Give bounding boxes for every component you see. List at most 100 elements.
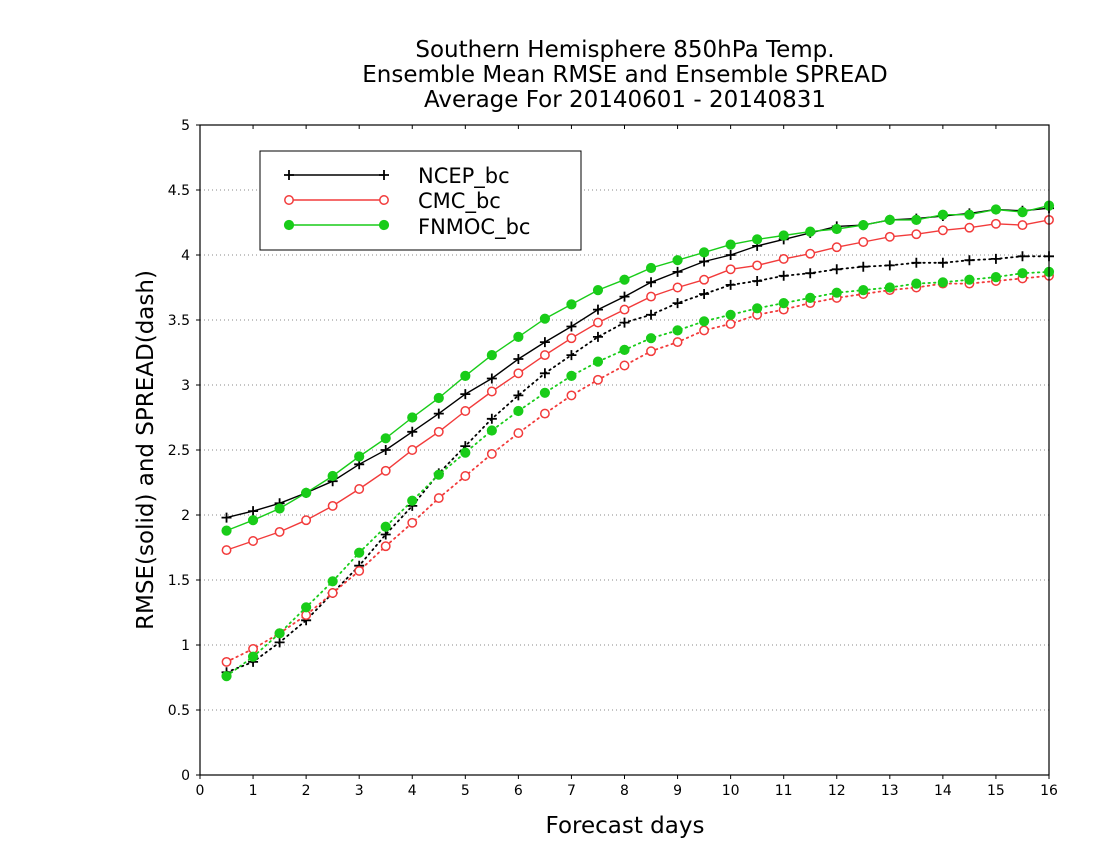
fnmoc-bc-spread-point [752, 303, 763, 314]
fnmoc-bc-rmse-point [327, 470, 338, 482]
fnmoc-bc-rmse-point [460, 370, 471, 381]
ncep-bc-spread-point [646, 309, 657, 320]
ncep-bc-spread-point [990, 253, 1001, 264]
fnmoc-bc-rmse-point [354, 451, 365, 462]
fnmoc-bc-rmse-point [247, 515, 259, 526]
fnmoc-bc-spread-line [225, 270, 1050, 678]
y-tick-label: 3 [181, 378, 190, 394]
ncep-bc-spread-point [805, 268, 816, 279]
cmc-bc-rmse-point [460, 406, 471, 416]
y-tick-label: 1 [181, 638, 190, 654]
fnmoc-bc-rmse-point [221, 525, 232, 536]
ncep-bc-spread-series [221, 251, 1054, 678]
ncep-bc-spread-point [274, 637, 285, 648]
fnmoc-bc-rmse-point [486, 350, 497, 361]
y-tick-label: 5 [181, 118, 190, 134]
ncep-bc-rmse-point [539, 337, 550, 348]
cmc-bc-rmse-point [699, 274, 710, 285]
ncep-bc-spread-point [539, 368, 550, 379]
fnmoc-bc-rmse-point [566, 299, 577, 310]
cmc-bc-spread-point [460, 471, 471, 481]
cmc-bc-rmse-point [672, 282, 683, 293]
cmc-bc-spread-point [327, 588, 338, 598]
cmc-bc-spread-point [725, 318, 736, 329]
fnmoc-bc-rmse-point [964, 209, 975, 220]
cmc-bc-rmse-point [486, 386, 497, 397]
legend-marker-fnmoc-bc [283, 219, 295, 231]
ncep-bc-rmse-line [226, 207, 1050, 519]
ncep-bc-spread-point [699, 289, 710, 299]
legend-label-fnmoc: FNMOC_bc [418, 215, 530, 240]
fnmoc-bc-spread-point [990, 272, 1002, 283]
ncep-bc-rmse-point [725, 250, 736, 260]
legend-marker-fnmoc-bc [378, 219, 390, 231]
cmc-bc-rmse-point [513, 368, 524, 379]
fnmoc-bc-rmse-series [221, 200, 1055, 536]
fnmoc-bc-rmse-point [407, 412, 418, 423]
fnmoc-bc-spread-point [858, 285, 869, 296]
cmc-bc-rmse-point [301, 515, 312, 526]
ncep-bc-rmse-point [566, 321, 577, 332]
fnmoc-bc-spread-point [1017, 268, 1028, 279]
cmc-bc-rmse-point [407, 445, 418, 455]
ncep-bc-spread-point [884, 260, 895, 271]
y-tick-label: 0 [181, 768, 190, 784]
cmc-bc-spread-point [646, 346, 656, 357]
ncep-bc-rmse-point [592, 304, 603, 315]
cmc-bc-rmse-point [274, 526, 285, 537]
cmc-bc-rmse-point [327, 500, 338, 511]
legend-marker-cmc-bc [379, 195, 389, 205]
fnmoc-bc-rmse-point [433, 392, 444, 404]
cmc-bc-rmse-point [805, 248, 816, 259]
ncep-bc-spread-point [937, 257, 948, 268]
x-tick-label: 3 [355, 783, 364, 799]
ncep-bc-spread-point [831, 264, 842, 275]
legend-label-ncep: NCEP_bc [418, 164, 510, 189]
fnmoc-bc-rmse-point [911, 214, 922, 225]
fnmoc-bc-spread-point [566, 370, 577, 381]
cmc-bc-spread-point [593, 374, 603, 385]
cmc-bc-spread-line [225, 274, 1050, 663]
ncep-bc-rmse-series [221, 203, 1054, 523]
fnmoc-bc-spread-point [619, 344, 630, 355]
x-tick-label: 4 [408, 783, 417, 799]
fnmoc-bc-rmse-point [513, 331, 524, 342]
cmc-bc-spread-point [221, 656, 232, 667]
legend: NCEP_bc CMC_bc FNMOC_bc [259, 150, 582, 251]
fnmoc-bc-rmse-point [539, 313, 551, 324]
fnmoc-bc-spread-point [805, 292, 816, 303]
fnmoc-bc-rmse-point [937, 209, 948, 220]
cmc-bc-rmse-point [433, 426, 444, 437]
fnmoc-bc-spread-point [831, 287, 842, 298]
y-axis-label: RMSE(solid) and SPREAD(dash) [133, 270, 159, 630]
fnmoc-bc-rmse-point [990, 204, 1002, 215]
cmc-bc-rmse-point [884, 231, 895, 242]
fnmoc-bc-spread-point [486, 425, 497, 436]
ncep-bc-rmse-point [407, 426, 418, 437]
title-line-1: Southern Hemisphere 850hPa Temp. [415, 37, 834, 63]
fnmoc-bc-spread-point [513, 405, 524, 417]
legend-marker-ncep-bc [379, 170, 389, 180]
fnmoc-bc-rmse-point [858, 220, 869, 231]
fnmoc-bc-spread-series [221, 266, 1055, 682]
x-tick-label: 10 [722, 783, 740, 799]
ncep-bc-spread-line [225, 255, 1050, 674]
ncep-bc-spread-point [513, 390, 524, 401]
cmc-bc-spread-point [619, 360, 630, 371]
cmc-bc-spread-point [354, 565, 365, 576]
fnmoc-bc-rmse-point [274, 503, 285, 514]
cmc-bc-rmse-point [593, 317, 603, 328]
y-tick-label: 4 [181, 248, 190, 264]
fnmoc-bc-spread-point [274, 628, 285, 639]
ncep-bc-spread-point [672, 298, 683, 309]
fnmoc-bc-rmse-point [592, 285, 604, 296]
cmc-bc-spread-point [513, 428, 524, 439]
x-tick-label: 15 [987, 783, 1005, 799]
fnmoc-bc-spread-point [778, 298, 789, 309]
legend-label-cmc: CMC_bc [418, 189, 501, 214]
fnmoc-bc-rmse-line [226, 204, 1050, 532]
series-layer [221, 200, 1055, 682]
fnmoc-bc-rmse-point [672, 255, 683, 266]
